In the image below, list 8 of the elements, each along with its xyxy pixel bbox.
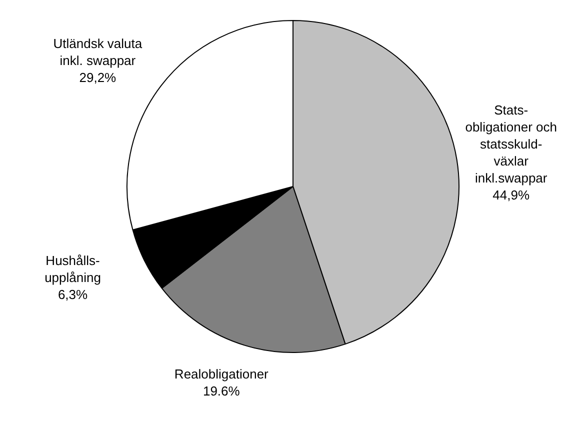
data-label: 29,2%	[79, 70, 117, 85]
slice-label: Utländsk valuta inkl. swappar	[53, 36, 143, 68]
data-label: 6,3%	[58, 286, 88, 302]
slice-label: Stats- obligationer och statsskuld- växlar inkl.swappar	[465, 102, 558, 186]
data-label: 44,9%	[492, 188, 530, 203]
slice-label: Realobligationer	[174, 366, 270, 382]
slice-label: Hushålls- upplåning	[44, 252, 101, 285]
data-label: 19.6%	[202, 384, 240, 399]
